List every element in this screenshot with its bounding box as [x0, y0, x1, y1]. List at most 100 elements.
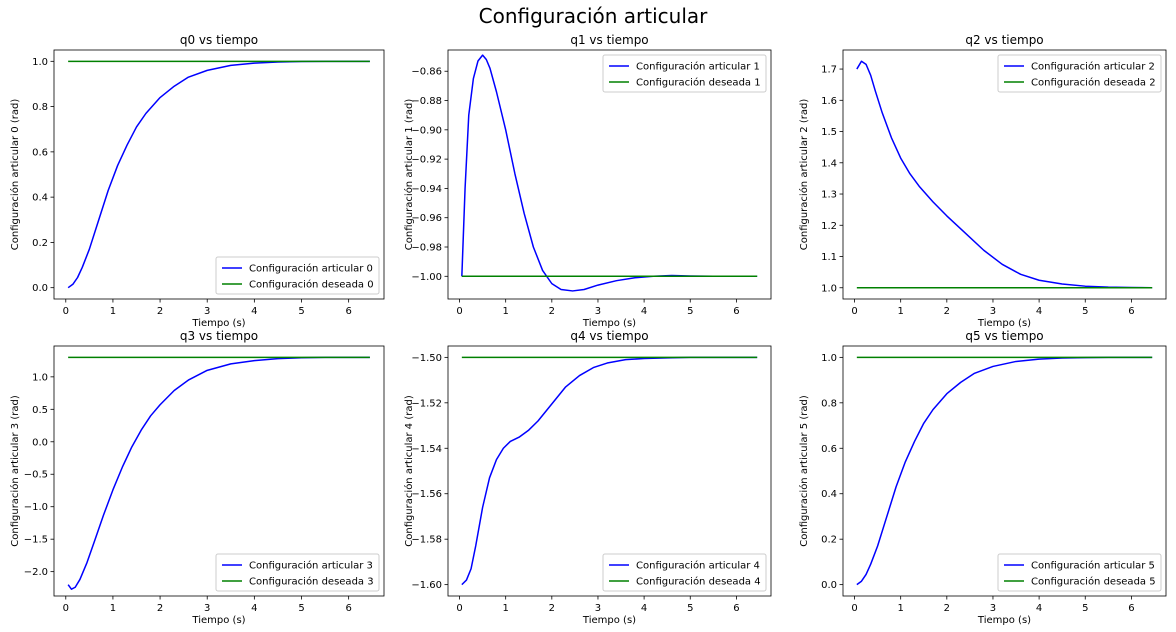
legend-entry: Configuración deseada 5: [1031, 576, 1156, 588]
x-tick-label: 5: [298, 306, 304, 317]
y-tick-label: −1.5: [24, 535, 48, 546]
y-tick-label: 1.4: [821, 158, 837, 169]
y-tick-label: 0.6: [32, 147, 48, 158]
legend-entry: Configuración articular 0: [249, 263, 373, 275]
plot-frame: [447, 49, 772, 300]
x-tick-label: 2: [944, 603, 950, 614]
x-axis-label: Tiempo (s): [191, 615, 245, 626]
legend: Configuración articular 0 Configuración d…: [215, 256, 380, 295]
y-tick-label: −1.0: [24, 502, 48, 513]
y-tick-label: 0.2: [821, 535, 837, 546]
subplot-title: q2 vs tiempo: [965, 33, 1043, 47]
y-tick-label: −0.98: [411, 243, 442, 254]
y-tick-label: −0.96: [411, 213, 442, 224]
y-tick-label: 0.4: [821, 489, 837, 500]
legend-entry: Configuración deseada 2: [1031, 77, 1156, 89]
y-tick-label: 0.8: [821, 398, 837, 409]
y-tick-label: −0.94: [411, 184, 442, 195]
x-axis-label: Tiempo (s): [191, 318, 245, 329]
figure-title: Configuración articular: [479, 4, 709, 28]
subplots: 0 1 2 3 4 5 6 0.0 0.2 0.4 0.6 0.8 1.0 q0 vs tiempo Tie…: [9, 33, 1167, 626]
plot-frame: [53, 345, 385, 597]
series-line-0: [67, 356, 370, 590]
y-axis-label: Configuración articular 0 (rad): [9, 99, 21, 251]
subplot-title: q4 vs tiempo: [570, 329, 648, 343]
y-tick-label: 0.6: [821, 444, 837, 455]
x-tick-label: 6: [733, 603, 739, 614]
legend-box: [215, 553, 380, 592]
legend-box: [215, 256, 380, 295]
x-tick-label: 2: [944, 306, 950, 317]
y-tick-label: −1.50: [411, 353, 442, 364]
x-tick-label: 3: [595, 306, 601, 317]
y-tick-label: 1.6: [821, 96, 837, 107]
legend: Configuración articular 2 Configuración d…: [997, 54, 1162, 93]
x-tick-label: 1: [110, 603, 116, 614]
x-tick-label: 0: [456, 603, 462, 614]
y-tick-label: 1.2: [821, 221, 837, 232]
x-tick-label: 4: [641, 603, 647, 614]
x-axis-label: Tiempo (s): [977, 615, 1031, 626]
x-tick-label: 2: [549, 603, 555, 614]
x-tick-label: 3: [204, 306, 210, 317]
x-tick-label: 6: [1128, 306, 1134, 317]
x-tick-label: 1: [897, 603, 903, 614]
legend-entry: Configuración articular 5: [1031, 560, 1155, 572]
y-tick-label: −0.5: [24, 470, 48, 481]
legend-box: [602, 54, 767, 93]
y-tick-label: 0.0: [32, 437, 48, 448]
x-tick-label: 6: [345, 603, 351, 614]
legend-entry: Configuración articular 1: [636, 61, 760, 73]
x-tick-label: 1: [110, 306, 116, 317]
plot-frame: [842, 345, 1167, 597]
y-tick-label: 1.5: [821, 127, 837, 138]
x-tick-label: 3: [990, 603, 996, 614]
y-tick-label: 0.2: [32, 238, 48, 249]
legend: Configuración articular 4 Configuración d…: [602, 553, 767, 592]
subplot-title: q0 vs tiempo: [180, 33, 258, 47]
y-tick-label: −1.54: [411, 444, 442, 455]
y-tick-label: −1.00: [411, 272, 442, 283]
y-tick-label: −1.60: [411, 580, 442, 591]
y-tick-label: 0.4: [32, 193, 48, 204]
y-tick-label: −1.52: [411, 398, 442, 409]
subplot-3: 0 1 2 3 4 5 6 −2.0 −1.5 −1.0 −0.5 0.0 0.5 1.0 q3 vs ti…: [9, 329, 385, 626]
legend: Configuración articular 1 Configuración d…: [602, 54, 767, 93]
x-tick-label: 5: [687, 306, 693, 317]
y-tick-label: 0.8: [32, 102, 48, 113]
x-tick-label: 4: [251, 306, 257, 317]
x-tick-label: 5: [687, 603, 693, 614]
x-tick-label: 3: [990, 306, 996, 317]
legend-entry: Configuración articular 2: [1031, 61, 1155, 73]
x-tick-label: 2: [549, 306, 555, 317]
x-tick-label: 5: [1082, 603, 1088, 614]
y-axis-label: Configuración articular 5 (rad): [798, 395, 810, 547]
y-tick-label: −1.56: [411, 489, 442, 500]
x-tick-label: 6: [733, 306, 739, 317]
legend-entry: Configuración deseada 4: [636, 576, 761, 588]
x-tick-label: 3: [595, 603, 601, 614]
y-tick-label: −0.86: [411, 67, 442, 78]
x-tick-label: 0: [63, 306, 69, 317]
legend-box: [997, 553, 1162, 592]
y-tick-label: 1.0: [32, 372, 48, 383]
y-tick-label: 0.0: [821, 580, 837, 591]
x-axis-label: Tiempo (s): [582, 615, 636, 626]
x-tick-label: 1: [502, 306, 508, 317]
y-axis-label: Configuración articular 2 (rad): [798, 99, 810, 251]
y-tick-label: 1.0: [821, 353, 837, 364]
legend-entry: Configuración deseada 3: [249, 576, 374, 588]
x-tick-label: 3: [204, 603, 210, 614]
y-axis-label: Configuración articular 1 (rad): [403, 99, 415, 251]
x-tick-label: 0: [851, 603, 857, 614]
y-tick-label: 1.1: [821, 252, 837, 263]
x-tick-label: 6: [345, 306, 351, 317]
y-tick-label: 0.0: [32, 283, 48, 294]
y-tick-label: −1.58: [411, 535, 442, 546]
plot-frame: [447, 345, 772, 597]
x-axis-label: Tiempo (s): [582, 318, 636, 329]
legend-entry: Configuración articular 3: [249, 560, 373, 572]
x-tick-label: 5: [1082, 306, 1088, 317]
